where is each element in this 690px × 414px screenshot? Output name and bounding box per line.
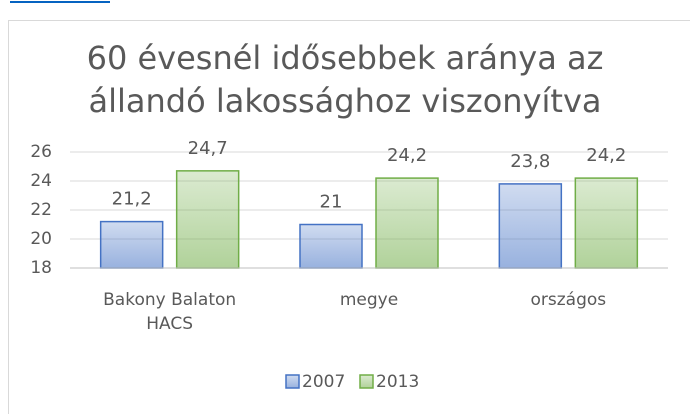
data-label: 24,2 [586, 145, 626, 166]
chart-title: 60 évesnél idősebbek aránya az [87, 39, 604, 77]
bar [175, 170, 240, 269]
y-tick-label: 20 [30, 229, 52, 249]
bar [574, 177, 639, 269]
data-label: 24,2 [387, 145, 427, 166]
y-tick-label: 18 [30, 258, 52, 278]
y-tick-label: 26 [30, 142, 52, 162]
y-tick-label: 22 [30, 200, 52, 220]
legend-swatch [359, 374, 374, 389]
bar [299, 223, 363, 269]
data-label: 21,2 [112, 189, 152, 210]
chart-border [8, 20, 690, 414]
x-tick-label: országos [530, 290, 607, 310]
data-label: 23,8 [510, 151, 550, 172]
data-label: 24,7 [188, 138, 228, 159]
legend-label: 2013 [376, 372, 419, 392]
x-tick-label: megye [339, 290, 399, 310]
bar [375, 177, 439, 269]
legend-swatch [285, 374, 300, 389]
chart-title: állandó lakossághoz viszonyítva [89, 82, 602, 120]
legend-label: 2007 [302, 372, 345, 392]
bar [99, 220, 164, 269]
bar [498, 183, 563, 269]
x-tick-label: Bakony Balaton HACS [103, 290, 237, 334]
y-tick-label: 24 [30, 171, 52, 191]
data-label: 21 [320, 192, 343, 213]
